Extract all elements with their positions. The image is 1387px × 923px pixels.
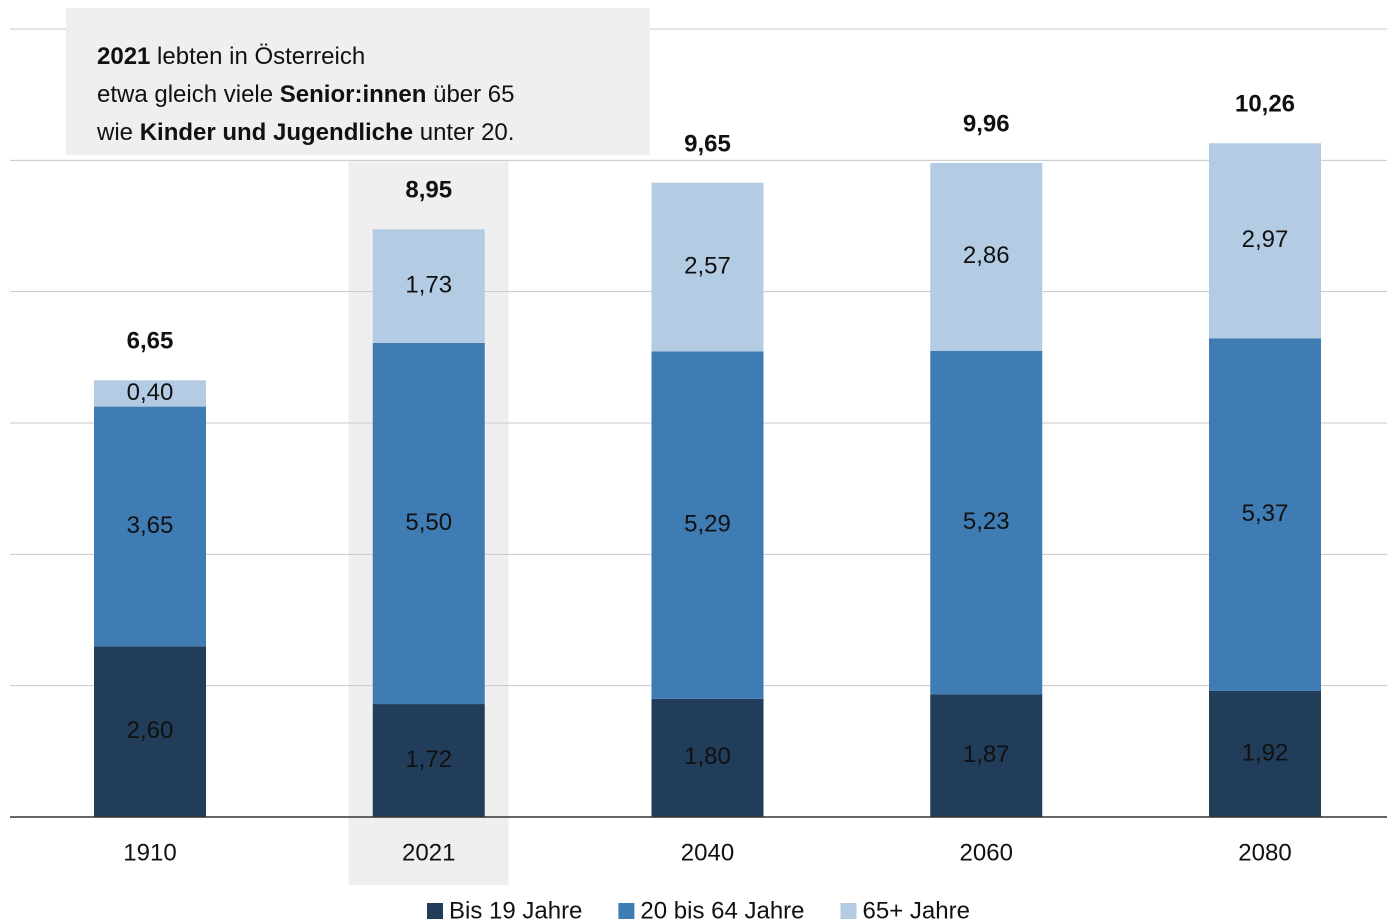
bar-segment	[651, 182, 764, 352]
total-label: 9,96	[963, 110, 1010, 137]
data-label: 2,57	[684, 252, 731, 279]
data-label: 1,87	[963, 741, 1010, 768]
x-tick-label: 2080	[1238, 839, 1291, 866]
legend-label: 20 bis 64 Jahre	[640, 897, 804, 923]
legend-label: 65+ Jahre	[863, 897, 970, 923]
bar-segment	[1209, 690, 1321, 817]
data-label: 5,37	[1242, 500, 1289, 527]
bar-segment	[372, 229, 485, 343]
legend-swatch	[427, 903, 443, 919]
annotation-line: wie Kinder und Jugendliche unter 20.	[96, 119, 514, 146]
bar-segment	[930, 350, 1043, 695]
data-label: 1,73	[405, 271, 452, 298]
annotation-box	[66, 8, 650, 155]
annotation-text: 2021	[97, 43, 150, 70]
data-label: 2,86	[963, 242, 1010, 269]
annotation-text: etwa gleich viele	[97, 81, 280, 108]
data-label: 2,60	[127, 717, 174, 744]
data-label: 1,72	[405, 746, 452, 773]
bar-segment	[1209, 338, 1321, 691]
annotation-text: lebten in Österreich	[150, 43, 365, 70]
annotation-text: Senior:innen	[280, 81, 427, 108]
bar-segment	[94, 380, 206, 407]
total-label: 9,65	[684, 131, 731, 158]
bar-segment	[372, 342, 485, 705]
bar-segment	[372, 704, 485, 817]
bar-segment	[94, 406, 206, 647]
x-tick-label: 2040	[681, 839, 734, 866]
annotation-text: Kinder und Jugendliche	[140, 119, 413, 146]
x-tick-label: 2021	[402, 839, 455, 866]
bar-segment	[930, 162, 1043, 351]
legend-swatch	[840, 903, 857, 919]
data-label: 2,97	[1242, 226, 1289, 253]
total-label: 6,65	[127, 328, 174, 355]
data-label: 5,29	[684, 510, 731, 537]
x-tick-label: 1910	[123, 839, 176, 866]
data-label: 5,23	[963, 508, 1010, 535]
total-label: 8,95	[405, 177, 452, 204]
bar-segment	[1209, 143, 1321, 339]
annotation-line: 2021 lebten in Österreich	[97, 43, 365, 70]
annotation-text: wie	[96, 119, 140, 146]
total-label: 10,26	[1235, 91, 1295, 118]
data-label: 0,40	[127, 379, 174, 406]
data-label: 1,92	[1242, 739, 1289, 766]
data-label: 3,65	[127, 512, 174, 539]
annotation-text: unter 20.	[413, 119, 514, 146]
legend-label: Bis 19 Jahre	[449, 897, 582, 923]
bar-segment	[651, 351, 764, 699]
bar-segment	[651, 698, 764, 817]
bar-segment	[94, 646, 206, 817]
legend-swatch	[618, 903, 635, 919]
bar-segment	[930, 694, 1043, 817]
data-label: 1,80	[684, 743, 731, 770]
x-tick-label: 2060	[960, 839, 1013, 866]
annotation-line: etwa gleich viele Senior:innen über 65	[97, 81, 515, 108]
annotation-text: über 65	[426, 81, 514, 108]
data-label: 5,50	[405, 509, 452, 536]
